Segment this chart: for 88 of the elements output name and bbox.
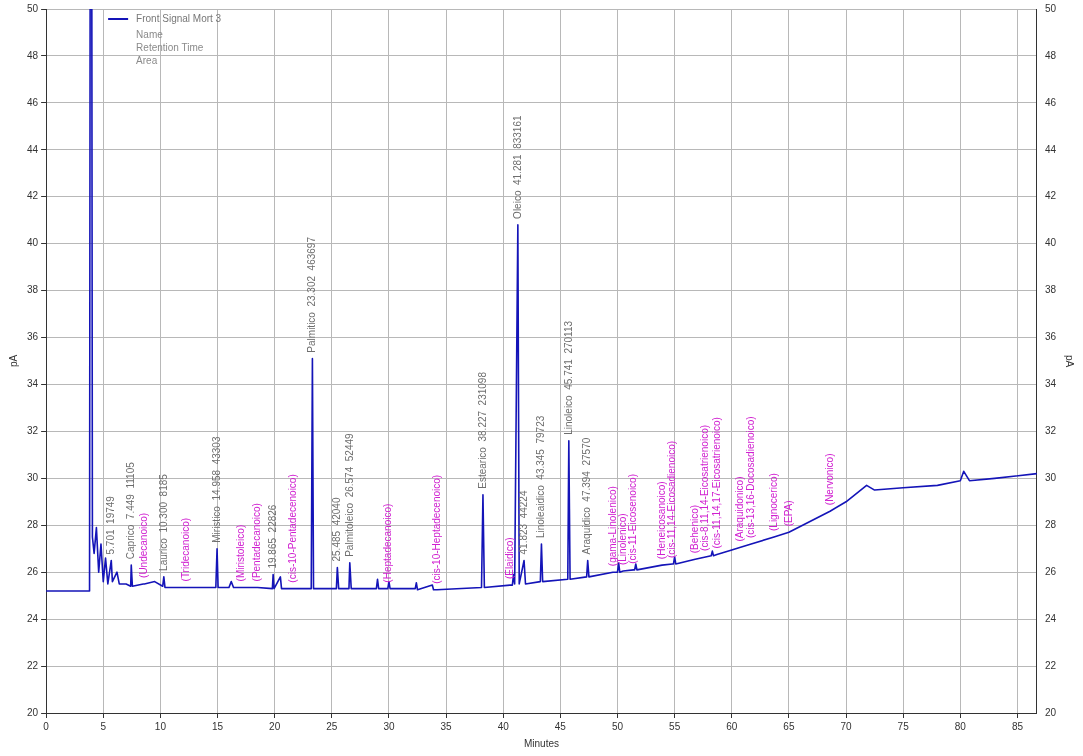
annotation: Linoleico 45.741 270113: [562, 320, 574, 435]
annotation: (Behenico): [688, 504, 700, 554]
annotation: (Linolenico): [616, 513, 628, 566]
annotation: Caprico 7.449 11105: [125, 461, 136, 560]
y-tick-label: 20: [27, 706, 39, 718]
y-tick-label: 38: [27, 284, 39, 296]
y2-axis-title: pA: [1064, 354, 1076, 368]
y2-tick-label: 42: [1044, 190, 1057, 202]
x-tick-label: 20: [269, 720, 281, 732]
x-tick-label: 65: [783, 720, 795, 732]
x-tick-label: 35: [440, 720, 453, 732]
annotation: Palmitoleico 26.574 52449: [343, 432, 355, 557]
annotation: Area: [136, 54, 158, 66]
y2-tick-label: 20: [1044, 706, 1057, 718]
x-tick-label: 70: [840, 720, 853, 732]
annotation: (Pentadecanoico): [251, 503, 263, 582]
x-tick-label: 85: [1011, 720, 1024, 732]
annotation: (Nervonico): [823, 453, 835, 506]
annotation: (cis-10-Pentadecenoico): [286, 474, 298, 583]
y-tick-label: 34: [27, 378, 39, 390]
x-tick-label: 0: [43, 720, 50, 732]
y-tick-label: 28: [27, 519, 39, 531]
y2-tick-label: 22: [1044, 659, 1057, 671]
annotation: (Elaidico): [503, 537, 515, 580]
y-tick-label: 22: [27, 659, 39, 671]
y-tick-label: 32: [27, 425, 39, 437]
y2-tick-label: 36: [1044, 331, 1057, 343]
annotation: Araquidico 47.394 27570: [581, 437, 593, 555]
x-tick-label: 25: [326, 720, 338, 732]
y2-tick-label: 34: [1044, 378, 1057, 390]
annotation: 5.701 19749: [105, 495, 117, 555]
y-tick-label: 24: [27, 612, 39, 624]
x-tick-label: 10: [154, 720, 167, 732]
x-tick-label: 75: [897, 720, 910, 732]
y2-tick-label: 46: [1044, 96, 1057, 108]
annotation: Oleico 41.281 833161: [511, 115, 523, 219]
annotation: (Miristoleico): [235, 524, 247, 582]
x-tick-label: 5: [100, 720, 107, 732]
annotation: 25.485 42040: [331, 497, 343, 562]
y-tick-label: 46: [27, 96, 39, 108]
y-axis-title: pA: [7, 354, 19, 368]
x-tick-label: 40: [497, 720, 510, 732]
x-tick-label: 30: [383, 720, 395, 732]
x-tick-label: 45: [554, 720, 567, 732]
y2-tick-label: 28: [1044, 519, 1057, 531]
y2-tick-label: 38: [1044, 284, 1057, 296]
y-tick-label: 42: [27, 190, 39, 202]
y2-tick-label: 50: [1044, 2, 1057, 14]
y2-tick-label: 30: [1044, 472, 1057, 484]
x-tick-label: 80: [954, 720, 967, 732]
y-tick-label: 26: [27, 565, 39, 577]
annotation: (cis-13,16-Docosadienoico): [744, 416, 756, 539]
annotation: 19.865 22826: [266, 504, 278, 569]
annotation: Miristico 14.958 43303: [210, 436, 222, 543]
annotation: (Heneicosanoico): [655, 481, 667, 560]
x-tick-label: 50: [611, 720, 624, 732]
annotation: Laurico 10.300 8185: [157, 473, 169, 571]
annotation: (cis-11,14-Eicosadienoico): [666, 440, 678, 558]
x-tick-label: 15: [211, 720, 224, 732]
y2-tick-label: 26: [1044, 565, 1057, 577]
annotation: 41.823 44224: [517, 490, 529, 555]
annotation: (Tridecanoico): [180, 517, 192, 582]
annotation: Estearico 38.227 231098: [476, 371, 488, 489]
y2-tick-label: 32: [1044, 425, 1057, 437]
y-tick-label: 48: [27, 49, 39, 61]
annotation: (cis-10-Heptadecenoico): [430, 474, 442, 584]
y2-tick-label: 24: [1044, 612, 1057, 624]
y2-tick-label: 44: [1044, 143, 1057, 155]
legend-label: Front Signal Mort 3: [136, 12, 222, 24]
y2-tick-label: 48: [1044, 49, 1057, 61]
annotation: (cis-11,14,17-Eicosatrienoico): [710, 417, 722, 549]
y2-tick-label: 40: [1044, 237, 1057, 249]
annotation: (Undecanoico): [138, 512, 150, 578]
annotation: (Heptadecanoico): [381, 503, 393, 583]
x-tick-label: 60: [726, 720, 738, 732]
annotation: (gama-Linolenico): [606, 486, 618, 567]
annotation: (Araquidonico): [733, 476, 745, 542]
annotation: Linoleaidico 43.345 79723: [535, 415, 547, 539]
y-tick-label: 44: [27, 143, 39, 155]
y-tick-label: 40: [27, 237, 39, 249]
x-axis-title: Minutes: [523, 737, 560, 749]
y-tick-label: 36: [27, 331, 39, 343]
annotation: Palmitico 23.302 463697: [306, 236, 318, 353]
x-tick-label: 55: [669, 720, 681, 732]
y-tick-label: 30: [27, 472, 39, 484]
annotation: (EPA): [782, 500, 794, 527]
y-tick-label: 50: [27, 2, 39, 14]
annotation: (Lignocerico): [767, 473, 779, 531]
